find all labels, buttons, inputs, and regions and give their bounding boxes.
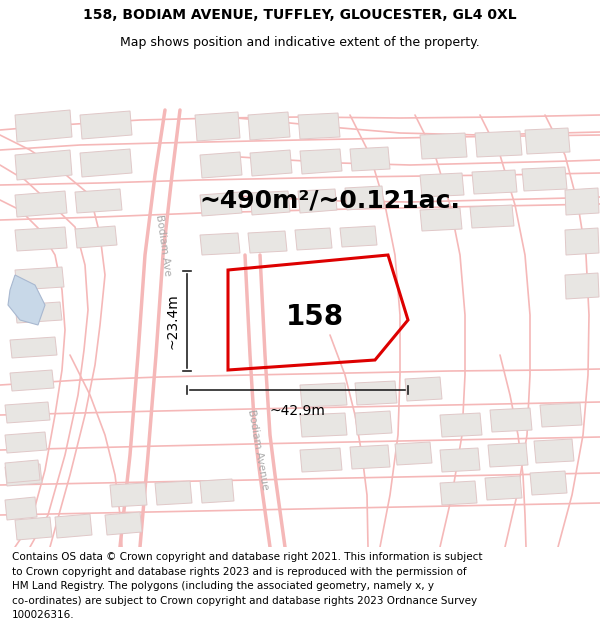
Polygon shape [350, 445, 390, 469]
Polygon shape [295, 228, 332, 250]
Polygon shape [340, 226, 377, 247]
Polygon shape [10, 337, 57, 358]
Polygon shape [195, 112, 240, 141]
Polygon shape [200, 152, 242, 178]
Polygon shape [350, 147, 390, 171]
Polygon shape [15, 227, 67, 251]
Polygon shape [440, 448, 480, 472]
Polygon shape [75, 226, 117, 248]
Polygon shape [15, 191, 67, 217]
Polygon shape [8, 275, 45, 325]
Polygon shape [250, 150, 292, 176]
Polygon shape [15, 110, 72, 142]
Polygon shape [80, 149, 132, 177]
Polygon shape [490, 408, 532, 432]
Text: ~490m²/~0.121ac.: ~490m²/~0.121ac. [200, 188, 460, 212]
Polygon shape [5, 464, 42, 486]
Polygon shape [395, 442, 432, 465]
Polygon shape [200, 233, 240, 255]
Polygon shape [420, 208, 462, 231]
Text: 100026316.: 100026316. [12, 610, 74, 620]
Polygon shape [75, 189, 122, 213]
Polygon shape [420, 173, 464, 197]
Polygon shape [10, 370, 54, 391]
Polygon shape [110, 483, 147, 507]
Polygon shape [440, 481, 477, 505]
Polygon shape [5, 402, 50, 423]
Polygon shape [405, 377, 442, 401]
Polygon shape [565, 273, 599, 299]
Polygon shape [298, 189, 337, 213]
Polygon shape [155, 481, 192, 505]
Text: Map shows position and indicative extent of the property.: Map shows position and indicative extent… [120, 36, 480, 49]
Polygon shape [472, 170, 517, 194]
Text: 158, BODIAM AVENUE, TUFFLEY, GLOUCESTER, GL4 0XL: 158, BODIAM AVENUE, TUFFLEY, GLOUCESTER,… [83, 8, 517, 22]
Polygon shape [470, 205, 514, 228]
Polygon shape [15, 267, 64, 290]
Polygon shape [420, 133, 467, 159]
Text: to Crown copyright and database rights 2023 and is reproduced with the permissio: to Crown copyright and database rights 2… [12, 567, 467, 577]
Polygon shape [200, 479, 234, 503]
Polygon shape [15, 302, 62, 323]
Polygon shape [248, 112, 290, 140]
Polygon shape [298, 113, 340, 139]
Polygon shape [565, 188, 599, 215]
Polygon shape [540, 403, 582, 427]
Text: Bodiam Avenue: Bodiam Avenue [246, 409, 270, 491]
Text: 158: 158 [286, 303, 344, 331]
Polygon shape [5, 432, 47, 453]
Polygon shape [55, 514, 92, 538]
Polygon shape [440, 413, 482, 437]
Polygon shape [300, 383, 347, 407]
Polygon shape [534, 439, 574, 463]
Polygon shape [355, 381, 397, 405]
Text: ~42.9m: ~42.9m [269, 404, 325, 418]
Polygon shape [300, 413, 347, 437]
Polygon shape [355, 411, 392, 435]
Polygon shape [250, 191, 290, 215]
Text: Contains OS data © Crown copyright and database right 2021. This information is : Contains OS data © Crown copyright and d… [12, 552, 482, 562]
Polygon shape [5, 460, 40, 483]
Polygon shape [345, 186, 384, 210]
Text: ~23.4m: ~23.4m [166, 293, 180, 349]
Polygon shape [5, 497, 37, 520]
Polygon shape [475, 131, 522, 157]
Polygon shape [522, 167, 567, 191]
Polygon shape [15, 150, 72, 180]
Text: HM Land Registry. The polygons (including the associated geometry, namely x, y: HM Land Registry. The polygons (includin… [12, 581, 434, 591]
Polygon shape [485, 476, 522, 500]
Polygon shape [248, 231, 287, 253]
Polygon shape [565, 228, 599, 255]
Polygon shape [15, 517, 52, 540]
Polygon shape [530, 471, 567, 495]
Polygon shape [488, 443, 528, 467]
Polygon shape [105, 512, 142, 535]
Polygon shape [300, 149, 342, 174]
Polygon shape [525, 128, 570, 154]
Text: co-ordinates) are subject to Crown copyright and database rights 2023 Ordnance S: co-ordinates) are subject to Crown copyr… [12, 596, 477, 606]
Polygon shape [80, 111, 132, 139]
Text: Bodiam Ave: Bodiam Ave [154, 214, 172, 276]
Polygon shape [200, 192, 242, 216]
Polygon shape [300, 448, 342, 472]
